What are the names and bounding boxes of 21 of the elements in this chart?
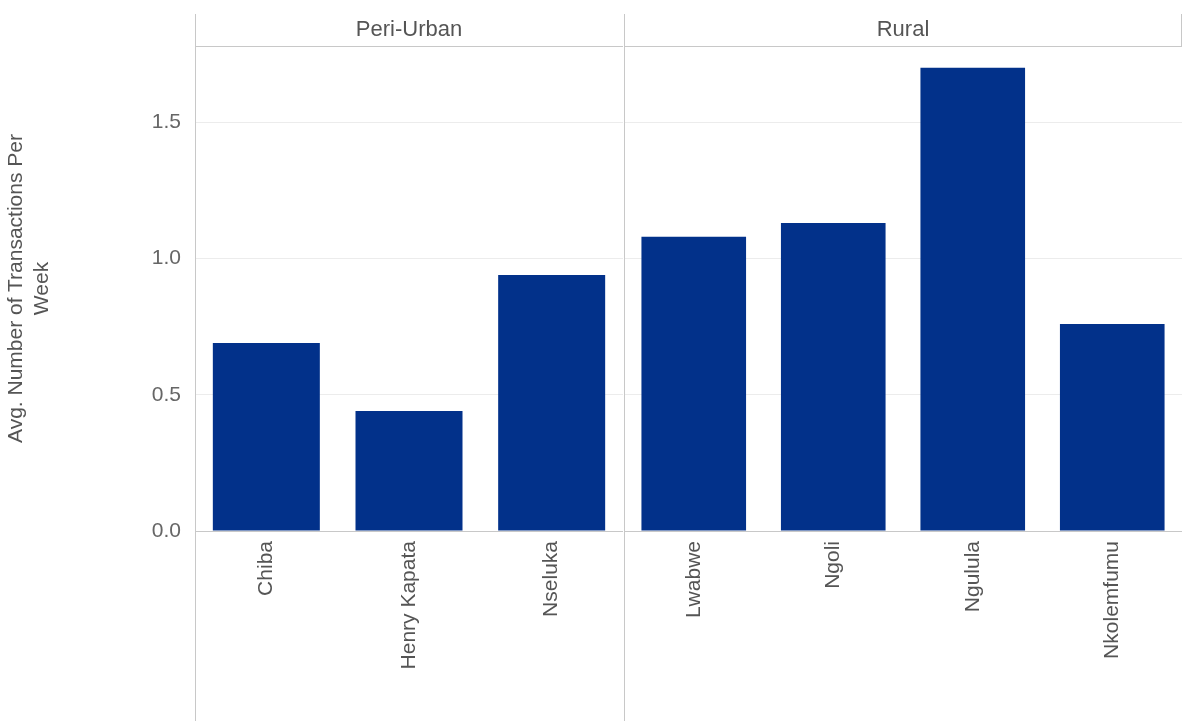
x-tick-label: Nseluka — [538, 540, 562, 617]
x-tick-label: Chiba — [253, 540, 277, 596]
bar — [498, 274, 606, 531]
bar — [355, 411, 463, 531]
chart-title: Rural — [876, 16, 930, 42]
y-tick-label: 0.5 — [151, 381, 181, 405]
bar — [920, 67, 1026, 531]
x-tick-label: Henry Kapata — [395, 540, 419, 670]
x-tick-label: Nkolemfumu — [1099, 541, 1123, 659]
x-tick-label: Ngoli — [820, 541, 844, 589]
y-tick-label: 0.0 — [151, 517, 181, 541]
bar — [1059, 323, 1165, 531]
bar — [780, 223, 886, 531]
y-tick-label: 1.0 — [151, 245, 181, 269]
bar — [641, 236, 747, 531]
y-tick-label: 1.5 — [151, 109, 181, 133]
y-axis-title: Avg. Number of Transactions Per Week — [3, 134, 52, 443]
chart-title: Peri-Urban — [355, 16, 463, 42]
x-tick-label: Lwabwe — [680, 541, 704, 619]
x-tick-label: Ngulula — [959, 540, 983, 613]
bar — [212, 342, 320, 531]
